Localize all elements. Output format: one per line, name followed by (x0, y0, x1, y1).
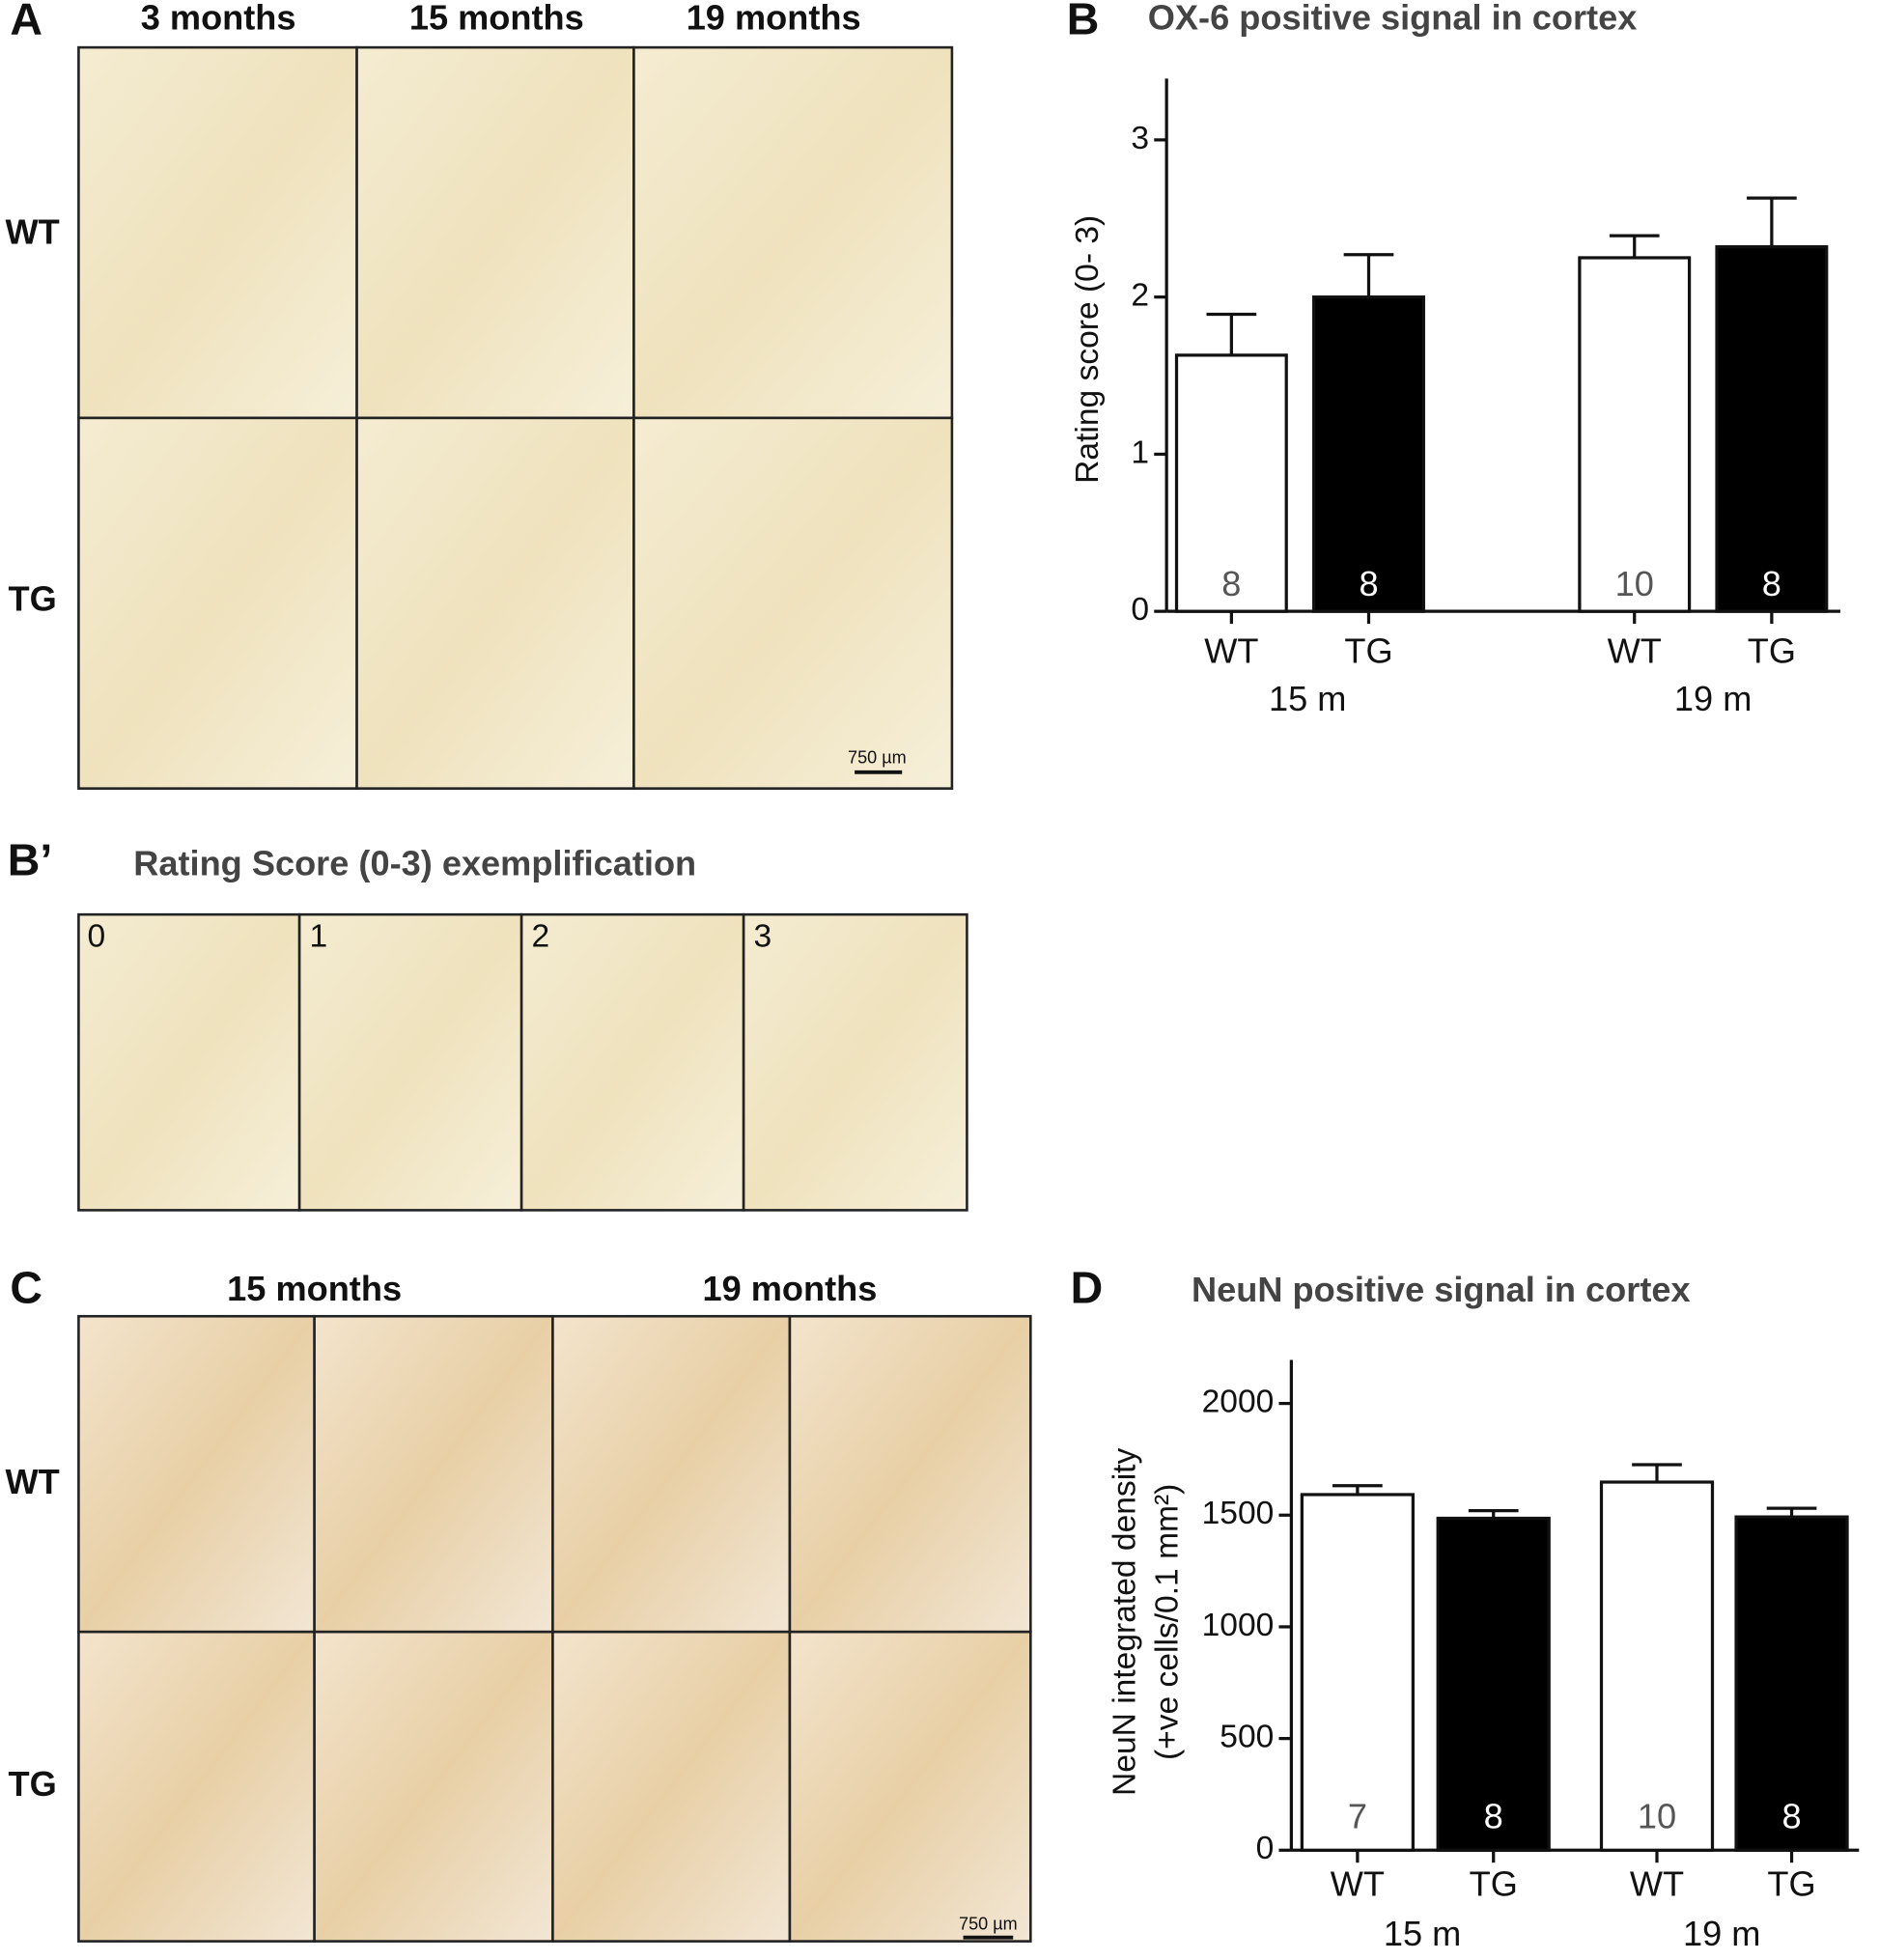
y-tick-label: 500 (1220, 1719, 1274, 1754)
micrograph (355, 45, 635, 420)
y-axis-label: NeuN integrated density (1108, 1447, 1143, 1795)
column-header: 19 months (687, 0, 861, 37)
n-label: 8 (1484, 1797, 1503, 1836)
column-header: 15 months (227, 1269, 402, 1308)
chart-title: OX-6 positive signal in cortex (1148, 0, 1638, 37)
score-label: 2 (531, 919, 549, 955)
bar (1599, 1480, 1715, 1852)
micrograph (788, 1630, 1032, 1943)
micrograph (551, 1314, 792, 1634)
scale-bar-label: 750 µm (848, 747, 907, 767)
y-tick-label: 2 (1131, 278, 1149, 314)
bar (1436, 1516, 1551, 1852)
x-tick-label: TG (1344, 631, 1392, 671)
n-label: 8 (1781, 1797, 1801, 1836)
micrograph (77, 416, 358, 790)
panel-letter: C (10, 1263, 42, 1313)
y-axis-label: (+ve cells/0.1 mm²) (1150, 1484, 1186, 1760)
micrograph (313, 1630, 554, 1943)
bar (1715, 244, 1829, 613)
bar (1300, 1493, 1415, 1852)
group-label: 19 m (1674, 679, 1752, 718)
bar (1734, 1515, 1849, 1852)
group-label: 15 m (1384, 1914, 1461, 1953)
scale-bar-label: 750 µm (959, 1915, 1018, 1934)
micrograph (77, 912, 301, 1212)
group-label: 15 m (1269, 679, 1346, 718)
micrograph (77, 1630, 316, 1943)
y-tick-label: 0 (1256, 1831, 1275, 1866)
score-label: 0 (87, 919, 105, 955)
panel-title: Rating Score (0-3) exemplification (133, 843, 696, 882)
micrograph (519, 912, 745, 1212)
y-tick-label: 0 (1131, 592, 1149, 628)
y-tick-label: 1 (1131, 434, 1149, 470)
micrograph (355, 416, 635, 790)
row-label: TG (8, 1764, 56, 1804)
bar (1174, 353, 1288, 613)
micrograph-grid (77, 1314, 1032, 1943)
x-tick-label: TG (1748, 631, 1796, 671)
score-label: 3 (753, 919, 771, 955)
n-label: 8 (1359, 564, 1378, 603)
n-label: 10 (1638, 1797, 1676, 1836)
y-tick-label: 2000 (1202, 1384, 1275, 1419)
micrograph (77, 1314, 316, 1634)
micrograph (313, 1314, 554, 1634)
n-label: 10 (1615, 564, 1654, 603)
panel-letter: A (10, 0, 42, 44)
column-header: 15 months (409, 0, 584, 37)
row-label: TG (8, 578, 56, 618)
group-label: 19 m (1683, 1914, 1760, 1953)
chart-title: NeuN positive signal in cortex (1192, 1270, 1691, 1309)
y-tick-label: 3 (1131, 121, 1149, 156)
micrograph (788, 1314, 1032, 1634)
panel-letter: B’ (8, 834, 53, 884)
y-tick-label: 1000 (1202, 1608, 1275, 1643)
panel-letter: B (1067, 0, 1100, 44)
n-label: 7 (1348, 1797, 1367, 1836)
column-header: 19 months (702, 1269, 877, 1308)
panel-letter: D (1071, 1263, 1104, 1313)
x-tick-label: TG (1470, 1863, 1518, 1903)
x-tick-label: WT (1204, 631, 1258, 671)
score-examples (77, 912, 968, 1212)
x-tick-label: WT (1630, 1863, 1684, 1903)
x-tick-label: WT (1331, 1863, 1385, 1903)
score-label: 1 (309, 919, 327, 955)
y-tick-label: 1500 (1202, 1496, 1275, 1531)
y-axis-label: Rating score (0- 3) (1070, 215, 1106, 484)
column-header: 3 months (141, 0, 296, 37)
micrograph-grid (77, 45, 954, 790)
micrograph (632, 416, 954, 790)
micrograph (551, 1630, 792, 1943)
micrograph (77, 45, 358, 420)
n-label: 8 (1221, 564, 1241, 603)
micrograph (297, 912, 523, 1212)
micrograph (632, 45, 954, 420)
x-tick-label: TG (1767, 1863, 1815, 1903)
x-tick-label: WT (1608, 631, 1662, 671)
n-label: 8 (1762, 564, 1781, 603)
micrograph (742, 912, 968, 1212)
row-label: WT (5, 211, 59, 251)
row-label: WT (5, 1462, 59, 1501)
bar (1578, 256, 1692, 613)
